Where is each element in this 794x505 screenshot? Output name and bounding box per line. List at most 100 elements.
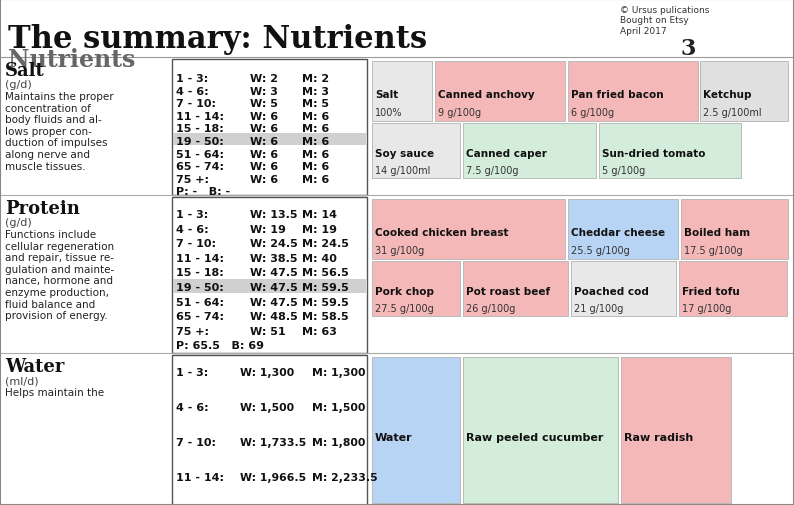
Text: The summary: Nutrients: The summary: Nutrients <box>8 24 427 55</box>
Text: M: 59.5: M: 59.5 <box>302 282 349 292</box>
Text: Canned caper: Canned caper <box>466 149 547 159</box>
Bar <box>372 62 432 122</box>
Text: W: 1,500: W: 1,500 <box>240 402 294 412</box>
Text: W: 6: W: 6 <box>250 162 278 172</box>
Text: 9 g/100g: 9 g/100g <box>438 108 481 118</box>
Text: M: 1,300: M: 1,300 <box>312 367 365 377</box>
Bar <box>172 60 367 195</box>
Text: Poached cod: Poached cod <box>574 287 649 296</box>
Bar <box>172 197 367 354</box>
Bar <box>571 262 676 316</box>
Text: 100%: 100% <box>375 108 403 118</box>
Text: 1 - 3:: 1 - 3: <box>176 210 208 220</box>
Bar <box>172 356 367 505</box>
Text: 51 - 64:: 51 - 64: <box>176 149 224 159</box>
Text: 4 - 6:: 4 - 6: <box>176 402 209 412</box>
Text: W: 6: W: 6 <box>250 174 278 184</box>
Text: Ketchup: Ketchup <box>703 90 751 100</box>
Text: Pot roast beef: Pot roast beef <box>466 287 550 296</box>
Text: (ml/d): (ml/d) <box>5 375 39 385</box>
Text: P: -   B: -: P: - B: - <box>176 187 230 197</box>
Bar <box>679 262 787 316</box>
Text: 4 - 6:: 4 - 6: <box>176 86 209 96</box>
Text: W: 1,300: W: 1,300 <box>240 367 295 377</box>
Text: 11 - 14:: 11 - 14: <box>176 254 224 263</box>
Bar <box>621 358 731 503</box>
Text: W: 38.5: W: 38.5 <box>250 254 298 263</box>
Bar <box>463 358 618 503</box>
Text: Salt: Salt <box>375 90 399 100</box>
Text: M: 40: M: 40 <box>302 254 337 263</box>
Text: 11 - 14:: 11 - 14: <box>176 112 224 122</box>
Text: W: 6: W: 6 <box>250 112 278 122</box>
Text: Sun-dried tomato: Sun-dried tomato <box>602 149 706 159</box>
Text: Maintains the proper
concentration of
body fluids and al-
lows proper con-
ducti: Maintains the proper concentration of bo… <box>5 92 114 171</box>
Text: W: 6: W: 6 <box>250 137 278 147</box>
Text: M: 6: M: 6 <box>302 149 330 159</box>
Text: Cheddar cheese: Cheddar cheese <box>571 228 665 237</box>
Text: Cooked chicken breast: Cooked chicken breast <box>375 228 508 237</box>
Text: W: 47.5: W: 47.5 <box>250 297 298 307</box>
Text: Soy sauce: Soy sauce <box>375 149 434 159</box>
Text: 17 g/100g: 17 g/100g <box>682 303 731 313</box>
Bar <box>173 279 366 293</box>
Text: W: 2: W: 2 <box>250 74 278 84</box>
Bar <box>372 262 460 316</box>
Text: M: 3: M: 3 <box>302 86 329 96</box>
Bar <box>372 124 460 179</box>
Text: (g/d): (g/d) <box>5 80 32 90</box>
Bar <box>463 124 596 179</box>
Text: W: 1,966.5: W: 1,966.5 <box>240 472 306 482</box>
Bar <box>681 199 788 260</box>
Text: Boiled ham: Boiled ham <box>684 228 750 237</box>
Text: Fried tofu: Fried tofu <box>682 287 740 296</box>
Text: 21 g/100g: 21 g/100g <box>574 303 623 313</box>
Text: 7 - 10:: 7 - 10: <box>176 99 216 109</box>
Text: 19 - 50:: 19 - 50: <box>176 137 224 147</box>
Bar <box>599 124 741 179</box>
Text: W: 47.5: W: 47.5 <box>250 282 298 292</box>
Text: M: 2: M: 2 <box>302 74 330 84</box>
Text: 4 - 6:: 4 - 6: <box>176 224 209 234</box>
Text: 65 - 74:: 65 - 74: <box>176 312 224 322</box>
Text: P: 65.5   B: 69: P: 65.5 B: 69 <box>176 341 264 350</box>
Text: 5 g/100g: 5 g/100g <box>602 166 646 175</box>
Text: 2.5 g/100ml: 2.5 g/100ml <box>703 108 761 118</box>
Text: M: 59.5: M: 59.5 <box>302 297 349 307</box>
Text: W: 6: W: 6 <box>250 149 278 159</box>
Text: 3: 3 <box>680 38 696 60</box>
Bar <box>173 134 366 145</box>
Text: 51 - 64:: 51 - 64: <box>176 297 224 307</box>
Text: 1 - 3:: 1 - 3: <box>176 74 208 84</box>
Text: 75 +:: 75 +: <box>176 174 209 184</box>
Text: Water: Water <box>375 432 413 442</box>
Text: 25.5 g/100g: 25.5 g/100g <box>571 245 630 256</box>
Bar <box>435 62 565 122</box>
Text: W: 5: W: 5 <box>250 99 278 109</box>
Text: 15 - 18:: 15 - 18: <box>176 268 224 278</box>
Text: M: 58.5: M: 58.5 <box>302 312 349 322</box>
Bar <box>372 358 460 503</box>
Text: W: 48.5: W: 48.5 <box>250 312 298 322</box>
Text: M: 56.5: M: 56.5 <box>302 268 349 278</box>
Text: 19 - 50:: 19 - 50: <box>176 282 224 292</box>
Text: W: 13.5: W: 13.5 <box>250 210 298 220</box>
Text: Raw peeled cucumber: Raw peeled cucumber <box>466 432 603 442</box>
Text: M: 2,233.5: M: 2,233.5 <box>312 472 378 482</box>
Text: M: 6: M: 6 <box>302 137 330 147</box>
Text: M: 14: M: 14 <box>302 210 337 220</box>
Text: 7 - 10:: 7 - 10: <box>176 239 216 248</box>
Text: M: 6: M: 6 <box>302 174 330 184</box>
Text: Pork chop: Pork chop <box>375 287 434 296</box>
Text: (g/d): (g/d) <box>5 218 32 228</box>
Text: Functions include
cellular regeneration
and repair, tissue re-
gulation and main: Functions include cellular regeneration … <box>5 230 114 321</box>
Text: Pan fried bacon: Pan fried bacon <box>571 90 664 100</box>
Text: W: 19: W: 19 <box>250 224 286 234</box>
Text: 11 - 14:: 11 - 14: <box>176 472 224 482</box>
Text: Raw radish: Raw radish <box>624 432 693 442</box>
Text: 14 g/100ml: 14 g/100ml <box>375 166 430 175</box>
Bar <box>700 62 788 122</box>
Text: W: 6: W: 6 <box>250 124 278 134</box>
Text: © Ursus pulications
Bought on Etsy
April 2017: © Ursus pulications Bought on Etsy April… <box>620 6 709 36</box>
Bar <box>372 199 565 260</box>
